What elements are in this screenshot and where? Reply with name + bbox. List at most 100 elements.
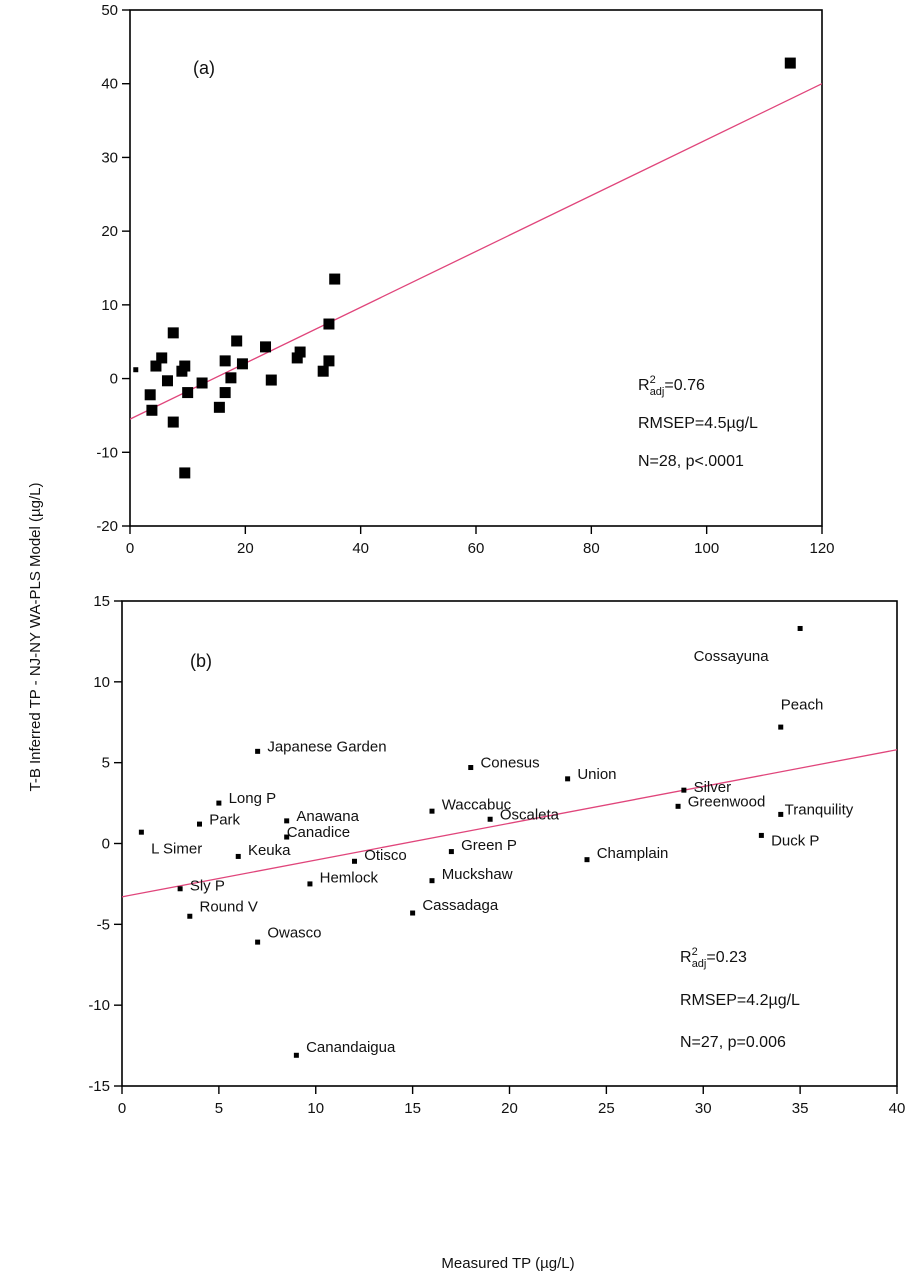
data-point [323,318,335,330]
data-point [138,829,144,835]
y-tick-label: 15 [93,593,110,610]
rmsep-stat: RMSEP=4.5µg/L [638,415,758,432]
data-point [219,387,231,399]
point-label: L Simer [151,840,202,857]
point-label: Green P [461,837,517,854]
panel-a-scatter-plot: 0 20 40 60 80 100 120 -20 -10 0 10 20 30 40 50 (a) R2 adj… [96,2,834,557]
data-point [323,355,335,367]
x-tick-label: 60 [468,540,485,557]
data-point [778,811,784,817]
point-label: Peach [781,696,824,713]
data-point [146,404,158,416]
y-tick-label: 5 [102,755,110,772]
data-point [236,358,248,370]
point-label: Hemlock [320,869,379,886]
data-point [144,389,156,401]
point-label: Long P [229,790,277,807]
y-tick-label: 10 [93,674,110,691]
point-label: Conesus [480,755,539,772]
rmsep-stat: RMSEP=4.2µg/L [680,992,800,1009]
data-point [150,360,162,372]
x-tick-label: 5 [215,1100,223,1117]
y-tick-label: 20 [101,223,118,240]
point-label: Champlain [597,845,669,862]
data-point [182,387,194,399]
point-label: Oscaleta [500,806,560,823]
point-label: Cassadaga [422,897,499,914]
point-label: Cossayuna [694,648,770,665]
y-tick-label: -15 [88,1078,110,1095]
data-point [219,355,231,367]
data-point [565,776,571,782]
data-point [179,467,191,479]
point-label: Round V [200,899,258,916]
panel-label: (b) [190,651,212,671]
n-p-stat: N=27, p=0.006 [680,1034,786,1051]
point-label: Union [577,766,616,783]
x-tick-label: 100 [694,540,719,557]
data-point [468,765,474,771]
x-tick-label: 0 [118,1100,126,1117]
y-tick-label: -10 [96,444,118,461]
point-label: Japanese Garden [267,739,386,756]
x-tick-label: 30 [695,1100,712,1117]
point-label: Keuka [248,842,291,859]
data-point [265,374,277,386]
point-label: Greenwood [688,793,766,810]
point-label: Otisco [364,847,407,864]
y-tick-label: 30 [101,149,118,166]
shared-x-axis-title: Measured TP (µg/L) [441,1255,574,1272]
data-point [681,787,687,793]
data-point [429,808,435,814]
data-point [317,365,329,377]
point-label: Tranquility [785,802,854,819]
data-point [778,724,784,730]
data-point [225,372,237,384]
data-point [284,818,290,824]
data-point [187,913,193,919]
r2-adjusted-stat: R2 adj=0.23 [680,946,747,970]
data-point [293,1052,299,1058]
x-tick-label: 20 [501,1100,518,1117]
point-label: Canadice [287,824,350,841]
data-point [260,341,272,353]
x-tick-label: 15 [404,1100,421,1117]
x-tick-label: 40 [352,540,369,557]
data-point [291,352,303,364]
shared-y-axis-title: T-B Inferred TP - NJ-NY WA-PLS Model (µg… [27,482,44,791]
regression-fit-line [130,83,822,420]
data-point [284,834,290,840]
y-tick-label: 40 [101,76,118,93]
y-tick-label: 10 [101,297,118,314]
data-point [294,346,306,358]
data-point [758,832,764,838]
data-point [255,748,261,754]
point-label: Canandaigua [306,1039,396,1056]
data-point [429,878,435,884]
data-point [352,858,357,864]
y-tick-label: 0 [110,371,118,388]
n-p-stat: N=28, p<.0001 [638,453,744,470]
point-label: Park [209,811,240,828]
y-tick-label: 50 [101,2,118,19]
data-point [216,800,222,806]
data-point [167,327,179,339]
point-label: Owasco [267,924,321,941]
data-point [584,857,590,863]
plot-frame [129,9,823,527]
data-point [410,910,416,916]
data-point [448,849,454,855]
data-point [675,803,681,809]
data-point [161,375,173,387]
r2-adjusted-stat: R2 adj=0.76 [638,374,705,398]
y-tick-label: -20 [96,518,118,535]
y-tick-label: 0 [102,836,110,853]
x-tick-label: 0 [126,540,134,557]
data-point [235,853,241,859]
data-point [307,881,313,887]
x-tick-label: 120 [809,540,834,557]
x-tick-label: 10 [307,1100,324,1117]
point-label: Waccabuc [442,797,512,814]
regression-fit-line [122,749,897,898]
